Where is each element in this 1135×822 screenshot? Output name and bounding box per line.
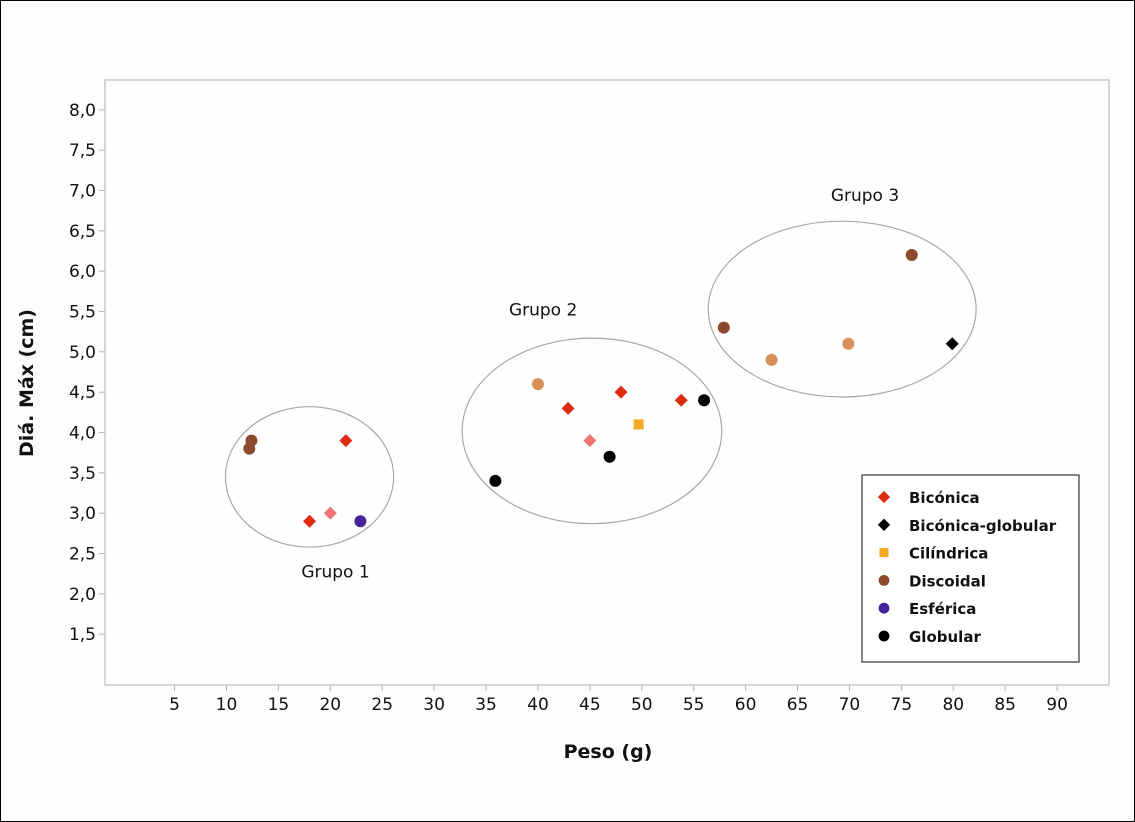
x-axis-ticks: 5 10 15 20 25 30 35 40 45 50 55 60 65 70 75 80 85 90 [169, 685, 1068, 715]
legend-item-discoidal: Discoidal [878, 572, 986, 590]
x-tick-label: 90 [1046, 695, 1068, 715]
legend-marker-cilindrica [879, 548, 889, 558]
legend-box [861, 474, 1080, 663]
y-tick-label: 7,0 [69, 182, 96, 202]
x-tick-label: 20 [319, 695, 341, 715]
data-point-globular [489, 474, 502, 487]
x-tick-label: 60 [735, 695, 757, 715]
legend-marker-biconica [877, 490, 891, 504]
data-point-cilindrica [633, 419, 644, 430]
x-tick-label: 50 [631, 695, 653, 715]
data-point-light-circle [765, 353, 778, 366]
x-tick-label: 75 [891, 695, 913, 715]
legend-item-biconica-globular: Bicónica-globular [877, 517, 1057, 535]
legend-label: Bicónica [909, 489, 980, 507]
x-tick-label: 70 [839, 695, 861, 715]
x-tick-label: 80 [942, 695, 964, 715]
y-tick-label: 8,0 [69, 101, 96, 121]
legend-marker-biconica-globular [877, 518, 891, 531]
y-tick-label: 7,5 [69, 141, 96, 161]
y-tick-label: 1,5 [69, 625, 96, 645]
data-points [243, 249, 959, 528]
group-2-ellipse [461, 337, 723, 525]
y-tick-label: 3,0 [69, 504, 96, 524]
data-point-discoidal [905, 249, 918, 262]
x-axis-title: Peso (g) [564, 741, 653, 763]
y-axis-ticks: 1,5 2,0 2,5 3,0 3,5 4,0 4,5 5,0 5,5 6,0 6,5 7,0 7,5 8… [69, 101, 105, 645]
data-point-discoidal [243, 442, 256, 455]
x-tick-label: 25 [371, 695, 393, 715]
group-3-label: Grupo 3 [831, 186, 899, 206]
x-tick-label: 65 [787, 695, 809, 715]
legend-marker-globular [878, 630, 890, 642]
y-tick-label: 2,0 [69, 585, 96, 605]
legend-item-cilindrica: Cilíndrica [879, 545, 988, 563]
data-point-discoidal [717, 321, 730, 334]
data-point-biconica-globular [945, 337, 959, 351]
x-tick-label: 30 [423, 695, 445, 715]
legend-marker-esferica [878, 602, 890, 614]
y-tick-label: 4,5 [69, 383, 96, 403]
y-tick-label: 3,5 [69, 464, 96, 484]
x-tick-label: 85 [994, 695, 1016, 715]
x-tick-label: 15 [268, 695, 290, 715]
legend-item-biconica: Bicónica [877, 489, 980, 507]
y-tick-label: 6,5 [69, 222, 96, 242]
x-tick-label: 5 [169, 695, 180, 715]
legend-label: Bicónica-globular [909, 517, 1057, 535]
group-2-label: Grupo 2 [509, 301, 577, 321]
group-3-ellipse [707, 220, 977, 398]
data-point-biconica [339, 434, 353, 448]
y-tick-label: 4,0 [69, 424, 96, 444]
legend-label: Cilíndrica [909, 545, 988, 563]
data-point-globular [603, 450, 616, 463]
legend-label: Esférica [909, 600, 976, 618]
y-tick-label: 5,5 [69, 303, 96, 323]
legend-item-esferica: Esférica [878, 600, 976, 618]
group-1-label: Grupo 1 [301, 563, 369, 583]
legend-label: Discoidal [909, 572, 986, 590]
x-tick-label: 10 [216, 695, 238, 715]
data-point-biconica [674, 393, 688, 407]
x-tick-label: 40 [527, 695, 549, 715]
data-point-biconica [614, 385, 628, 399]
legend-label: Globular [909, 628, 981, 646]
legend-item-globular: Globular [878, 628, 981, 646]
data-point-esferica [354, 515, 367, 528]
y-tick-label: 5,0 [69, 343, 96, 363]
legend-marker-discoidal [878, 575, 890, 586]
data-point-light-diamond [583, 434, 597, 448]
data-point-biconica [561, 401, 575, 415]
data-point-globular [698, 394, 711, 407]
y-tick-label: 6,0 [69, 262, 96, 282]
x-tick-label: 35 [475, 695, 497, 715]
data-point-light-diamond [323, 506, 337, 520]
group-1-ellipse [224, 406, 395, 548]
group-ellipses: Grupo 1 Grupo 2 Grupo 3 [224, 186, 977, 583]
y-axis-title: Diá. Máx (cm) [16, 309, 38, 457]
data-point-light-circle [531, 378, 544, 391]
legend: Bicónica Bicónica-globular Cilíndrica Disco… [861, 474, 1080, 663]
x-tick-label: 45 [579, 695, 601, 715]
y-tick-label: 2,5 [69, 545, 96, 565]
data-point-light-circle [842, 337, 855, 350]
data-point-biconica [303, 514, 317, 528]
x-tick-label: 55 [683, 695, 705, 715]
